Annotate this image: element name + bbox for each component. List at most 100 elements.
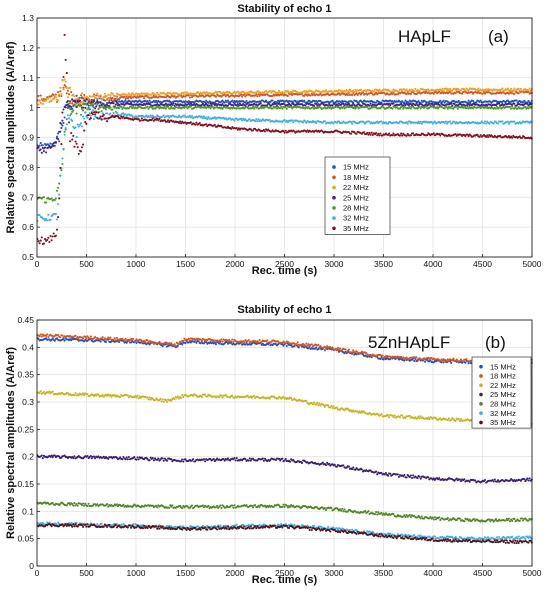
data-point bbox=[501, 87, 504, 90]
data-point bbox=[261, 457, 264, 460]
data-point bbox=[165, 400, 169, 403]
data-point bbox=[126, 458, 129, 461]
data-point bbox=[274, 105, 277, 108]
data-point bbox=[96, 92, 99, 95]
data-point bbox=[417, 100, 420, 103]
legend-label: 18 MHz bbox=[343, 173, 369, 182]
data-point bbox=[247, 459, 250, 462]
data-point bbox=[454, 92, 457, 95]
data-point bbox=[188, 114, 191, 117]
data-point bbox=[192, 458, 195, 461]
data-point bbox=[87, 97, 90, 100]
data-point bbox=[46, 238, 49, 241]
data-point bbox=[339, 347, 342, 350]
data-point bbox=[389, 472, 392, 475]
data-point bbox=[413, 359, 416, 362]
data-point bbox=[239, 93, 243, 96]
data-point bbox=[517, 92, 520, 95]
data-point bbox=[376, 120, 379, 123]
data-point bbox=[307, 105, 310, 108]
data-point bbox=[354, 88, 357, 91]
data-point bbox=[62, 86, 65, 89]
data-point bbox=[316, 401, 319, 404]
data-point bbox=[99, 340, 102, 343]
data-point bbox=[88, 112, 91, 115]
data-point bbox=[109, 94, 112, 97]
data-point bbox=[96, 99, 99, 103]
data-point bbox=[464, 361, 467, 364]
data-point bbox=[250, 107, 253, 110]
data-point bbox=[223, 93, 226, 96]
data-point bbox=[358, 92, 361, 95]
data-point bbox=[41, 457, 44, 460]
data-point bbox=[317, 343, 320, 347]
data-point bbox=[66, 100, 69, 103]
data-point bbox=[214, 90, 218, 93]
data-point bbox=[74, 100, 77, 103]
data-point bbox=[170, 105, 173, 108]
data-point bbox=[63, 33, 66, 36]
data-point bbox=[38, 100, 41, 103]
data-point bbox=[200, 115, 203, 118]
data-point bbox=[54, 93, 57, 96]
data-point bbox=[158, 93, 161, 97]
data-point bbox=[231, 394, 234, 397]
data-point bbox=[529, 89, 532, 92]
data-point bbox=[122, 115, 125, 118]
data-point bbox=[204, 393, 207, 396]
data-point bbox=[268, 103, 271, 106]
data-point bbox=[184, 93, 187, 96]
data-point bbox=[413, 89, 416, 93]
data-point bbox=[388, 416, 391, 419]
data-point bbox=[107, 93, 110, 97]
data-point bbox=[70, 112, 73, 115]
data-point bbox=[465, 358, 468, 361]
data-point bbox=[115, 101, 118, 104]
data-point bbox=[82, 115, 85, 118]
legend-label: 35 MHz bbox=[343, 224, 369, 233]
data-point bbox=[407, 90, 410, 93]
data-point bbox=[65, 118, 68, 121]
data-point bbox=[463, 105, 466, 108]
data-point bbox=[397, 90, 400, 93]
series-28-mhz bbox=[36, 101, 533, 204]
data-point bbox=[347, 102, 350, 105]
data-point bbox=[259, 101, 262, 104]
legend-marker bbox=[332, 226, 336, 231]
data-point bbox=[292, 121, 295, 124]
data-point bbox=[257, 341, 260, 344]
data-point bbox=[39, 94, 42, 97]
data-point bbox=[236, 90, 239, 93]
data-point bbox=[101, 336, 104, 339]
data-point bbox=[63, 339, 66, 342]
data-point bbox=[271, 94, 274, 98]
data-point bbox=[286, 94, 289, 98]
data-point bbox=[404, 90, 407, 93]
data-point bbox=[291, 91, 294, 94]
legend-label: 28 MHz bbox=[343, 204, 369, 213]
data-point bbox=[260, 119, 263, 122]
data-point bbox=[71, 98, 74, 101]
data-point bbox=[165, 459, 169, 462]
data-point bbox=[39, 148, 42, 151]
data-point bbox=[200, 395, 203, 399]
data-point bbox=[164, 107, 167, 110]
data-point bbox=[333, 463, 336, 466]
data-point bbox=[454, 419, 457, 422]
data-point bbox=[247, 338, 250, 342]
data-point bbox=[368, 104, 371, 107]
legend-marker bbox=[332, 216, 336, 220]
data-point bbox=[380, 102, 383, 105]
data-point bbox=[418, 417, 421, 420]
data-point bbox=[63, 78, 66, 81]
data-point bbox=[37, 103, 40, 106]
data-point bbox=[202, 115, 206, 118]
data-point bbox=[155, 94, 158, 97]
data-point bbox=[271, 99, 274, 102]
data-point bbox=[132, 105, 135, 108]
data-point bbox=[256, 105, 259, 109]
data-point bbox=[305, 121, 308, 124]
data-point bbox=[296, 341, 299, 344]
data-point bbox=[388, 132, 391, 135]
data-point bbox=[38, 214, 41, 217]
